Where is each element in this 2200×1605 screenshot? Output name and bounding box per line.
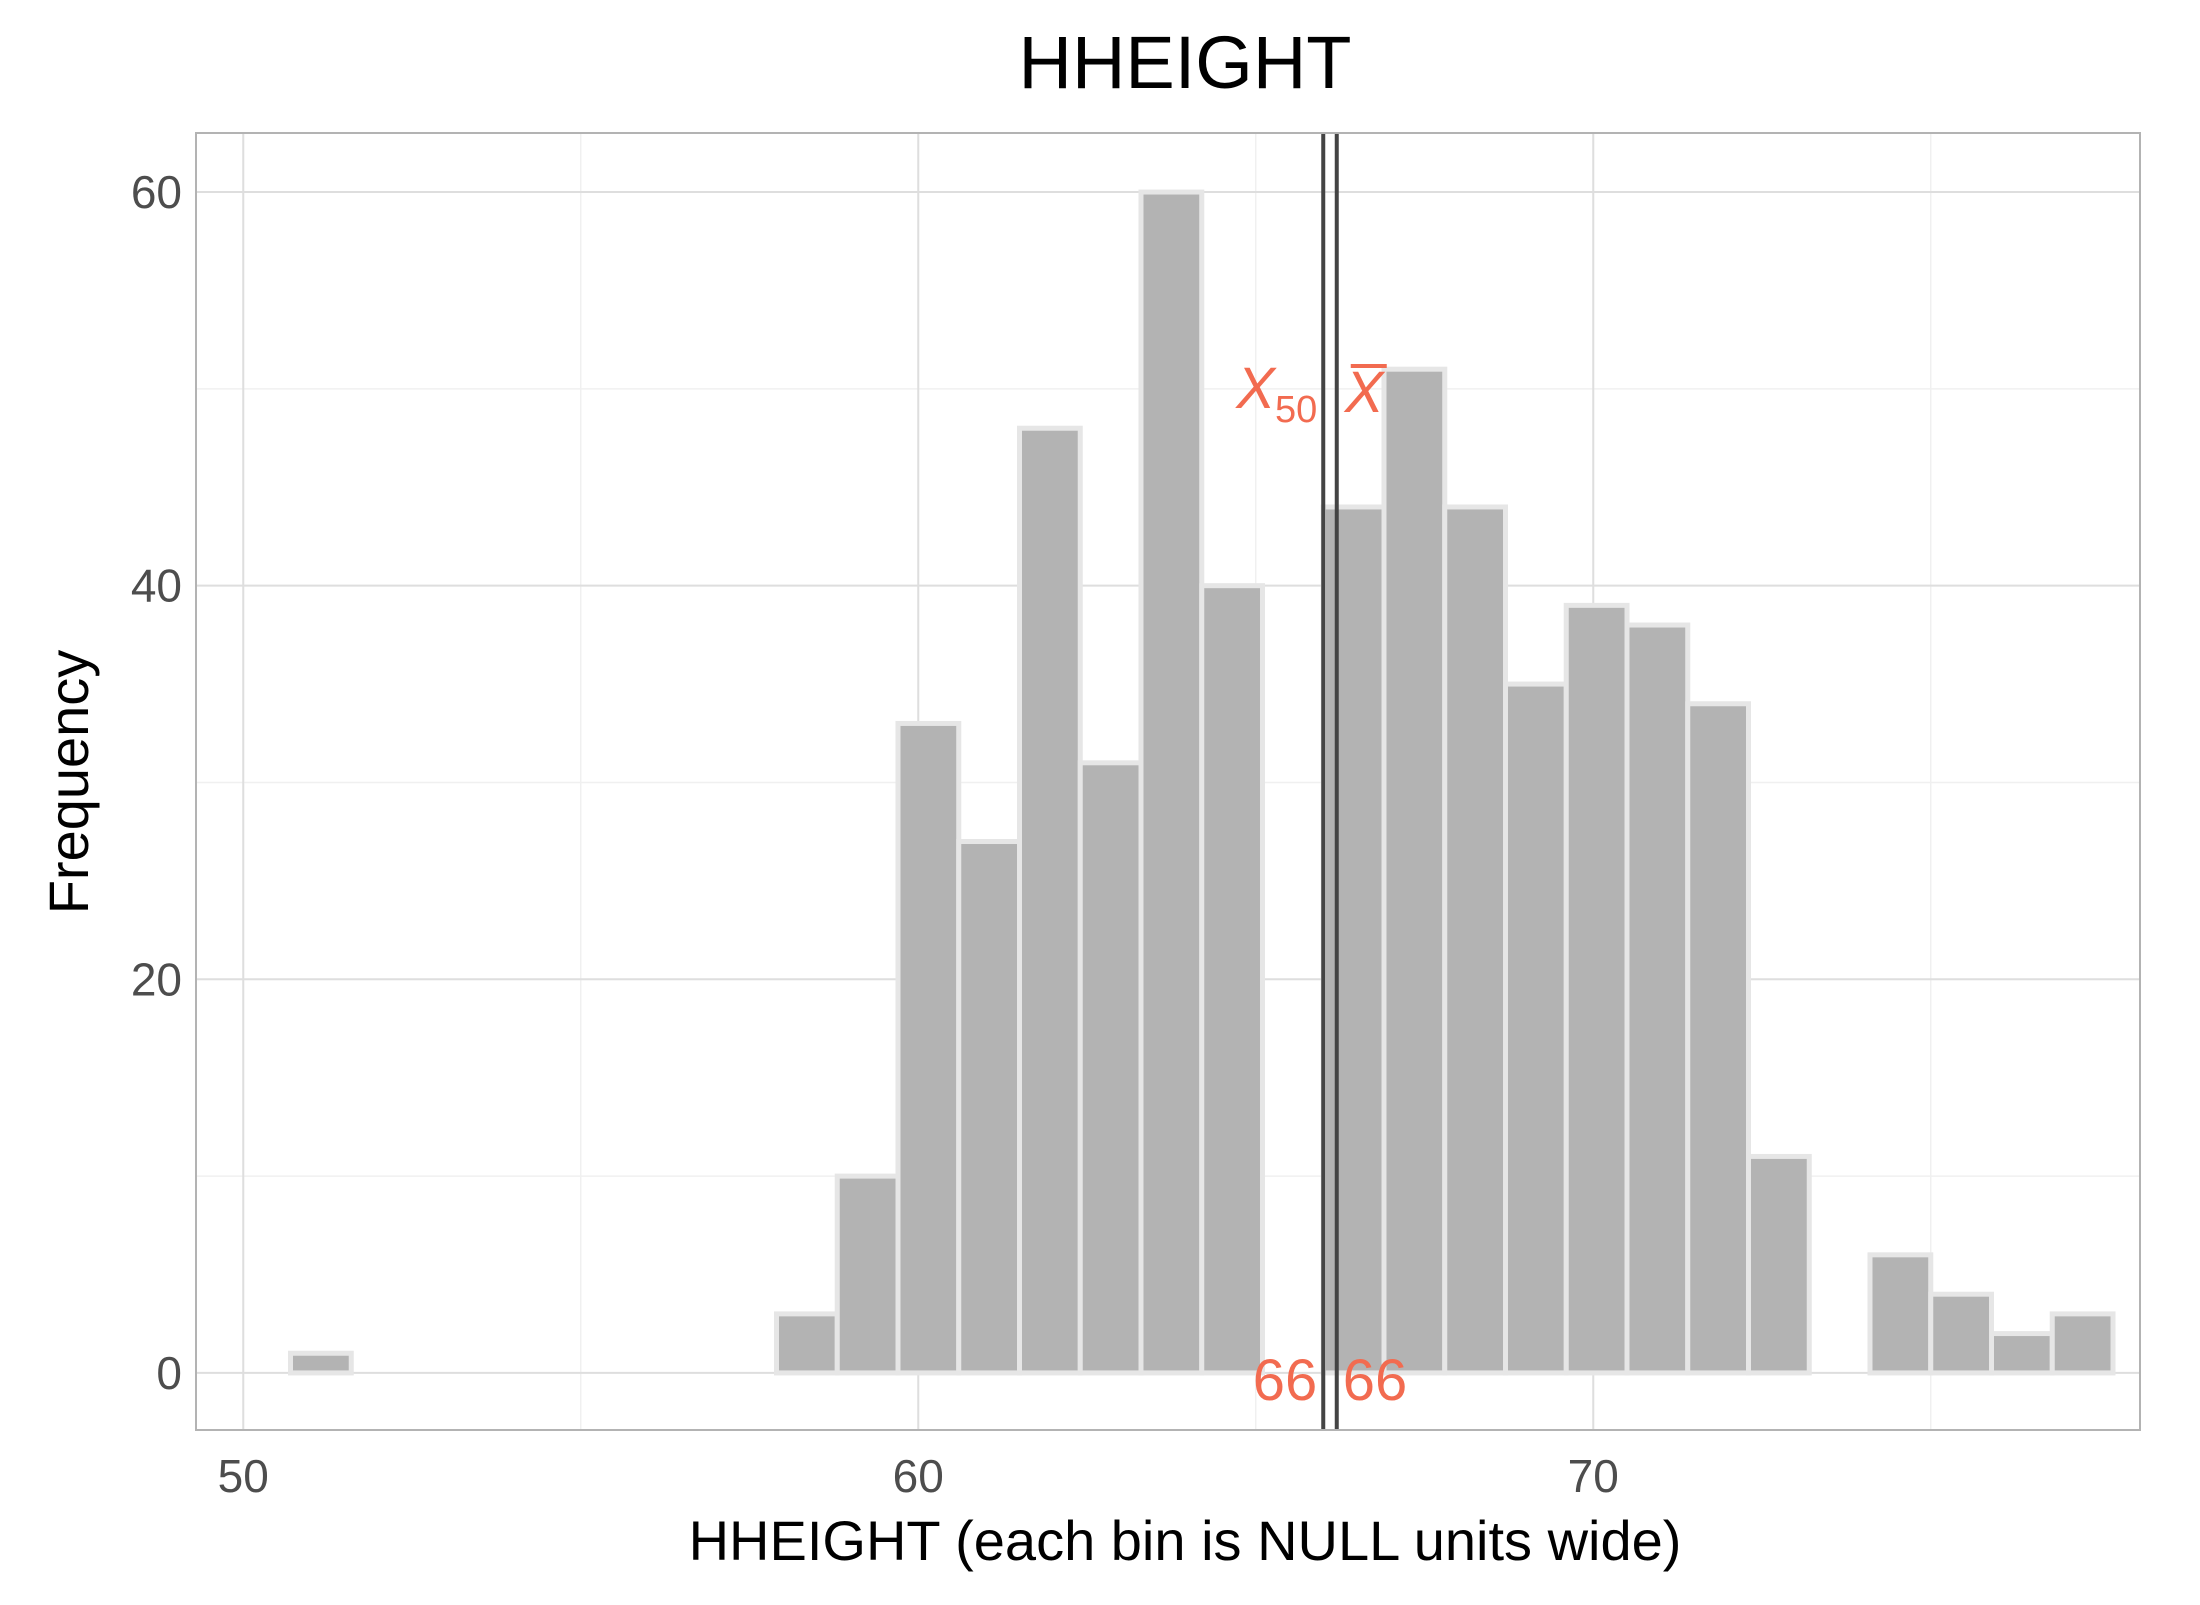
x-axis-title: HHEIGHT (each bin is NULL units wide): [689, 1509, 1682, 1572]
x-tick-label: 50: [218, 1450, 269, 1502]
histogram-bar: [1928, 1291, 1994, 1376]
histogram-bar: [956, 839, 1022, 1376]
histogram-bar: [1381, 366, 1448, 1376]
histogram-bar: [1867, 1252, 1934, 1376]
y-tick-label: 20: [131, 953, 182, 1005]
histogram-bar: [834, 1173, 901, 1376]
y-tick-label: 40: [131, 560, 182, 612]
histogram-bar: [774, 1311, 840, 1376]
histogram-bar: [1685, 701, 1751, 1376]
chart-title: HHEIGHT: [1019, 21, 1352, 104]
median-value-label: 66: [1253, 1348, 1318, 1413]
x-tick-label: 60: [893, 1450, 944, 1502]
y-tick-label: 0: [156, 1347, 182, 1399]
y-axis-title: Frequency: [37, 650, 100, 915]
median-symbol-label: X50: [1234, 356, 1317, 431]
histogram-bar: [1320, 504, 1387, 1376]
histogram-bar: [1989, 1331, 2055, 1376]
y-tick-labels: 0 20 40 60: [131, 166, 182, 1399]
x-tick-labels: 50 60 70: [218, 1450, 1619, 1502]
panel-border: [195, 132, 2141, 1431]
histogram-bar: [1503, 681, 1569, 1376]
y-tick-label: 60: [131, 166, 182, 218]
histogram-bar: [1199, 583, 1265, 1376]
histogram-bar: [1624, 622, 1691, 1376]
x-tick-label: 70: [1568, 1450, 1619, 1502]
histogram-bar: [1017, 425, 1083, 1376]
histogram-bar: [1138, 189, 1205, 1376]
histogram-bar: [1746, 1153, 1812, 1376]
annotations-layer: 66 X50 66 X: [1234, 356, 1407, 1413]
histogram-bar: [1077, 760, 1144, 1376]
histogram-bar: [288, 1350, 354, 1376]
mean-value-label: 66: [1343, 1348, 1408, 1413]
histogram-bar: [2049, 1311, 2116, 1376]
reference-lines-layer: [1321, 133, 1339, 1430]
histogram-bar: [1442, 504, 1508, 1376]
histogram-bar: [1563, 602, 1630, 1376]
mean-symbol-label: X: [1343, 360, 1386, 425]
bars-layer: [288, 189, 2116, 1376]
histogram-bar: [895, 720, 962, 1376]
